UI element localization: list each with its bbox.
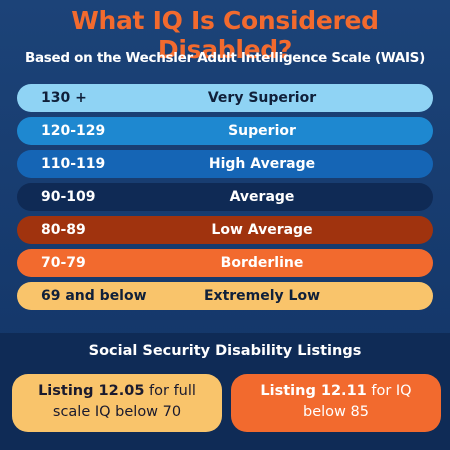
listing-name: Listing 12.11 — [260, 383, 367, 399]
iq-label: Extremely Low — [203, 288, 321, 304]
iq-range: 90-109 — [41, 189, 96, 205]
iq-row: 69 and below Extremely Low — [17, 282, 433, 310]
listing-text: for IQ below 85 — [303, 383, 412, 420]
iq-row: 120-129 Superior — [17, 117, 433, 145]
iq-range: 80-89 — [41, 222, 86, 238]
listing-name: Listing 12.05 — [38, 383, 145, 399]
iq-row: 130 + Very Superior — [17, 84, 433, 112]
iq-range: 130 + — [41, 90, 87, 106]
iq-label: Superior — [228, 123, 296, 139]
listing-box: Listing 12.11 for IQ below 85 — [231, 374, 441, 432]
title: What IQ Is Considered Disabled? — [71, 6, 379, 64]
listing-text: for full scale IQ below 70 — [52, 383, 196, 420]
iq-label: Average — [229, 189, 295, 205]
iq-range: 110-119 — [41, 156, 106, 172]
iq-range: 69 and below — [41, 288, 147, 304]
listings-title: Social Security Disability Listings — [88, 343, 362, 359]
iq-label: Very Superior — [207, 90, 317, 106]
iq-row: 80-89 Low Average — [17, 216, 433, 244]
listing-box: Listing 12.05 for full scale IQ below 70 — [12, 374, 222, 432]
subtitle: Based on the Wechsler Adult Intelligence… — [25, 50, 425, 66]
iq-label: High Average — [208, 156, 316, 172]
iq-row: 110-119 High Average — [17, 150, 433, 178]
iq-range: 120-129 — [41, 123, 106, 139]
iq-range: 70-79 — [41, 255, 86, 271]
iq-label: Borderline — [220, 255, 304, 271]
iq-label: Low Average — [211, 222, 313, 238]
iq-row: 70-79 Borderline — [17, 249, 433, 277]
iq-row: 90-109 Average — [17, 183, 433, 211]
listings-section: Social Security Disability Listings List… — [0, 333, 450, 450]
